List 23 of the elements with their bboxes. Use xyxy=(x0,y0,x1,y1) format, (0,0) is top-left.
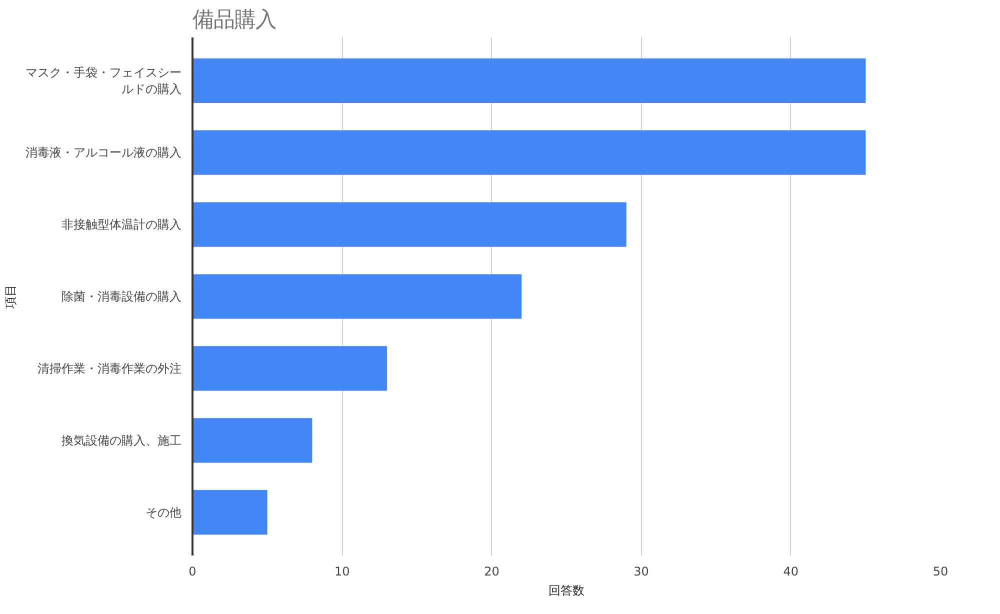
x-tick-label: 40 xyxy=(783,564,799,578)
y-axis-title: 項目 xyxy=(4,284,18,310)
y-tick-label: 消毒液・アルコール液の購入 xyxy=(26,146,182,160)
x-axis-title: 回答数 xyxy=(548,584,584,598)
y-tick-label: マスク・手袋・フェイスシールドの購入 xyxy=(26,65,182,96)
x-tick-label: 30 xyxy=(634,564,649,578)
y-tick-label: 除菌・消毒設備の購入 xyxy=(62,290,182,304)
y-tick-label: その他 xyxy=(146,505,182,520)
y-tick-label: 非接触型体温計の購入 xyxy=(62,218,182,232)
bar xyxy=(192,418,312,463)
chart-title: 備品購入 xyxy=(192,8,276,32)
bar xyxy=(192,490,268,535)
x-tick-label: 50 xyxy=(932,564,948,578)
bar xyxy=(192,130,866,175)
x-tick-label: 0 xyxy=(188,564,196,578)
y-tick-label: 清掃作業・消毒作業の外注 xyxy=(38,361,182,376)
bar xyxy=(192,346,387,391)
bar xyxy=(192,274,522,319)
y-tick-label: 換気設備の購入、施工 xyxy=(62,433,182,448)
x-tick-label: 10 xyxy=(334,564,350,578)
x-tick-label: 20 xyxy=(484,564,500,578)
bar xyxy=(192,58,866,103)
bar xyxy=(192,202,626,247)
